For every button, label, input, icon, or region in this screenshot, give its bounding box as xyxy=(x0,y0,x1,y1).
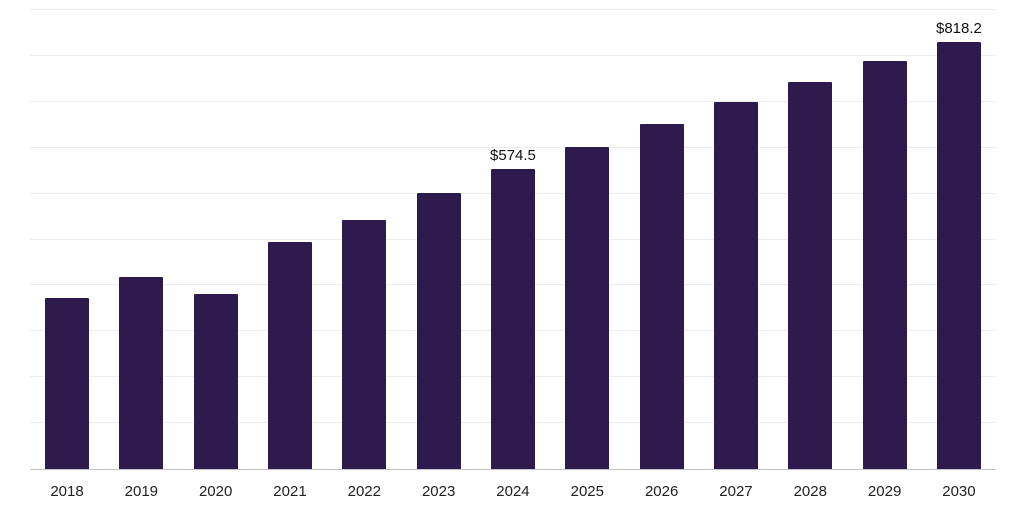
bar-2022 xyxy=(342,220,387,469)
bars-container: $574.5 $818.2 xyxy=(30,10,996,469)
bar-2018 xyxy=(45,297,89,469)
x-tick-label: 2021 xyxy=(273,482,307,500)
bar-2020 xyxy=(193,294,238,469)
gridline xyxy=(30,9,996,10)
bar-value-label: $574.5 xyxy=(490,147,536,165)
x-tick-label: 2029 xyxy=(867,482,902,500)
x-axis: 2018 2019 2020 2021 2022 2023 2024 2025 2026 2027… xyxy=(30,470,996,512)
bar-2024: $574.5 xyxy=(490,147,536,469)
bar-2027 xyxy=(713,102,758,469)
x-tick-label: 2024 xyxy=(496,482,530,500)
bar-2026 xyxy=(639,124,684,469)
x-tick-label: 2022 xyxy=(347,482,381,500)
x-tick-label: 2023 xyxy=(421,482,456,500)
plot-area: $574.5 $818.2 xyxy=(30,9,996,470)
gridline xyxy=(30,146,996,148)
x-tick-label: 2027 xyxy=(719,482,753,500)
bar-value-label: $818.2 xyxy=(935,20,982,38)
x-tick-label: 2025 xyxy=(570,482,604,500)
bar-2019 xyxy=(119,277,164,469)
bar-2021 xyxy=(267,242,312,469)
x-tick-label: 2019 xyxy=(124,482,159,500)
bar-2029 xyxy=(862,61,907,469)
bar-2030: $818.2 xyxy=(936,20,982,469)
x-tick-label: 2028 xyxy=(793,482,827,500)
x-tick-label: 2026 xyxy=(644,482,679,500)
x-tick-label: 2030 xyxy=(942,482,976,500)
bar-2028 xyxy=(788,81,833,469)
x-tick-label: 2018 xyxy=(50,482,84,500)
x-tick-label: 2020 xyxy=(198,482,233,500)
bar-2025 xyxy=(565,147,610,469)
bar-2023 xyxy=(416,193,461,469)
gridline xyxy=(30,100,996,102)
gridline xyxy=(30,54,996,56)
